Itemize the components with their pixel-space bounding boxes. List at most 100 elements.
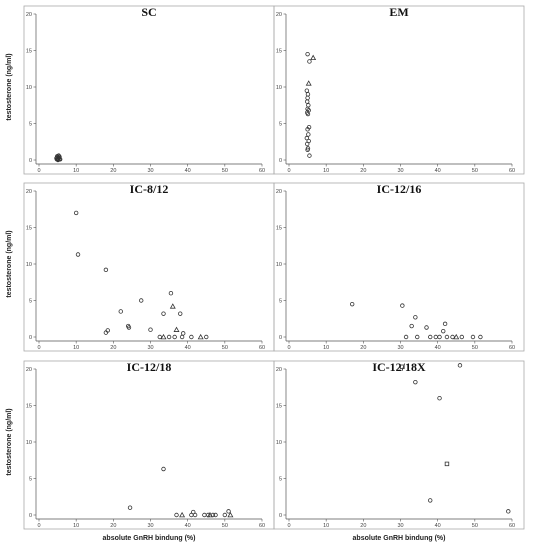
data-point-square: [444, 461, 450, 467]
x-tick-label: 20: [360, 345, 366, 351]
data-point: [470, 334, 476, 340]
x-tick-label: 30: [397, 523, 403, 529]
data-point: [403, 334, 409, 340]
x-tick-label: 60: [509, 523, 515, 529]
x-tick-label: 50: [472, 523, 478, 529]
data-point-triangle: [173, 326, 180, 332]
x-tick-label: 40: [185, 168, 191, 174]
panel-frame: [273, 182, 525, 352]
data-point: [103, 330, 109, 335]
x-tick-label: 0: [37, 168, 40, 174]
data-point: [307, 59, 312, 64]
x-tick-label: 60: [509, 345, 515, 351]
data-point: [166, 334, 172, 340]
data-point-triangle: [453, 333, 460, 340]
data-point: [157, 334, 162, 340]
x-tick-label: 10: [73, 523, 79, 529]
y-axis-label: testosterone (ng/ml): [6, 408, 13, 475]
data-point: [437, 334, 442, 340]
data-point: [444, 334, 450, 340]
data-point: [415, 334, 420, 340]
panel-frame: [273, 5, 525, 175]
y-tick-label: 5: [29, 299, 32, 305]
y-tick-label: 0: [279, 513, 282, 519]
data-point: [478, 334, 483, 340]
data-point: [305, 111, 311, 117]
data-point-triangle: [169, 303, 176, 309]
y-tick-label: 5: [279, 299, 282, 305]
y-tick-label: 10: [26, 85, 32, 91]
data-point: [213, 512, 218, 518]
y-tick-label: 5: [279, 477, 282, 483]
y-tick-label: 5: [29, 122, 32, 128]
data-point: [178, 311, 183, 316]
data-point: [306, 103, 311, 108]
data-point: [222, 512, 228, 518]
y-axis-label: testosterone (ng/ml): [6, 53, 13, 120]
x-tick-label: 30: [147, 168, 153, 174]
data-point: [409, 323, 414, 329]
panel-title: EM: [389, 5, 408, 19]
x-tick-label: 0: [287, 345, 290, 351]
y-tick-label: 10: [276, 440, 282, 446]
data-point: [148, 327, 153, 332]
x-tick-label: 60: [259, 168, 265, 174]
data-point: [305, 141, 310, 147]
y-tick-label: 5: [279, 122, 282, 128]
y-tick-label: 15: [26, 49, 32, 55]
y-tick-label: 0: [29, 335, 32, 341]
x-axis-label: absolute GnRH bindung (%): [103, 535, 196, 542]
panel-title: IC-12/16: [377, 182, 422, 196]
x-tick-label: 50: [222, 523, 228, 529]
data-point-square: [400, 364, 405, 370]
data-point: [441, 328, 446, 334]
data-point: [174, 512, 179, 518]
data-point: [433, 334, 439, 340]
y-tick-label: 15: [26, 404, 32, 410]
x-tick-label: 10: [73, 345, 79, 351]
panel-frame: [23, 360, 275, 530]
x-axis-label: absolute GnRH bindung (%): [353, 535, 446, 542]
panel-em: 0 10 20 30 40 50 60 0 5 10 15 20 EM: [273, 5, 525, 175]
panel-title: IC-12/18X: [372, 360, 426, 374]
data-point: [307, 153, 312, 158]
y-tick-label: 10: [276, 85, 282, 91]
y-tick-label: 20: [276, 12, 282, 18]
x-tick-label: 0: [287, 168, 290, 174]
data-point: [305, 95, 310, 101]
data-point: [459, 334, 465, 340]
data-point: [349, 301, 355, 307]
data-point-triangle: [310, 54, 317, 61]
data-point: [103, 267, 109, 273]
y-tick-label: 0: [29, 513, 32, 519]
data-point-triangle: [227, 511, 234, 518]
x-tick-label: 0: [287, 523, 290, 529]
x-tick-label: 50: [472, 168, 478, 174]
data-point: [127, 505, 133, 510]
data-point: [126, 325, 132, 330]
y-tick-label: 20: [276, 189, 282, 195]
x-tick-label: 30: [147, 345, 153, 351]
y-tick-label: 20: [26, 367, 32, 373]
panel-title: SC: [141, 5, 156, 19]
data-point: [75, 252, 81, 257]
x-tick-label: 30: [397, 168, 403, 174]
x-tick-label: 20: [110, 345, 116, 351]
data-point: [305, 147, 310, 152]
y-tick-label: 0: [279, 335, 282, 341]
x-tick-label: 0: [37, 345, 40, 351]
x-tick-label: 20: [360, 523, 366, 529]
x-tick-label: 30: [397, 345, 403, 351]
data-point: [161, 466, 166, 472]
data-point: [304, 88, 310, 93]
y-tick-label: 0: [29, 158, 32, 164]
data-point: [428, 334, 433, 340]
data-point: [226, 509, 231, 514]
panel-ic-12-18: 0 10 20 30 40 50 60 0 5 10 15 20 IC-12/18 testosteron…: [6, 360, 275, 542]
data-point-triangle: [160, 333, 167, 340]
x-tick-label: 20: [360, 168, 366, 174]
data-point: [202, 512, 207, 518]
x-tick-label: 60: [259, 523, 265, 529]
data-point: [457, 363, 463, 368]
